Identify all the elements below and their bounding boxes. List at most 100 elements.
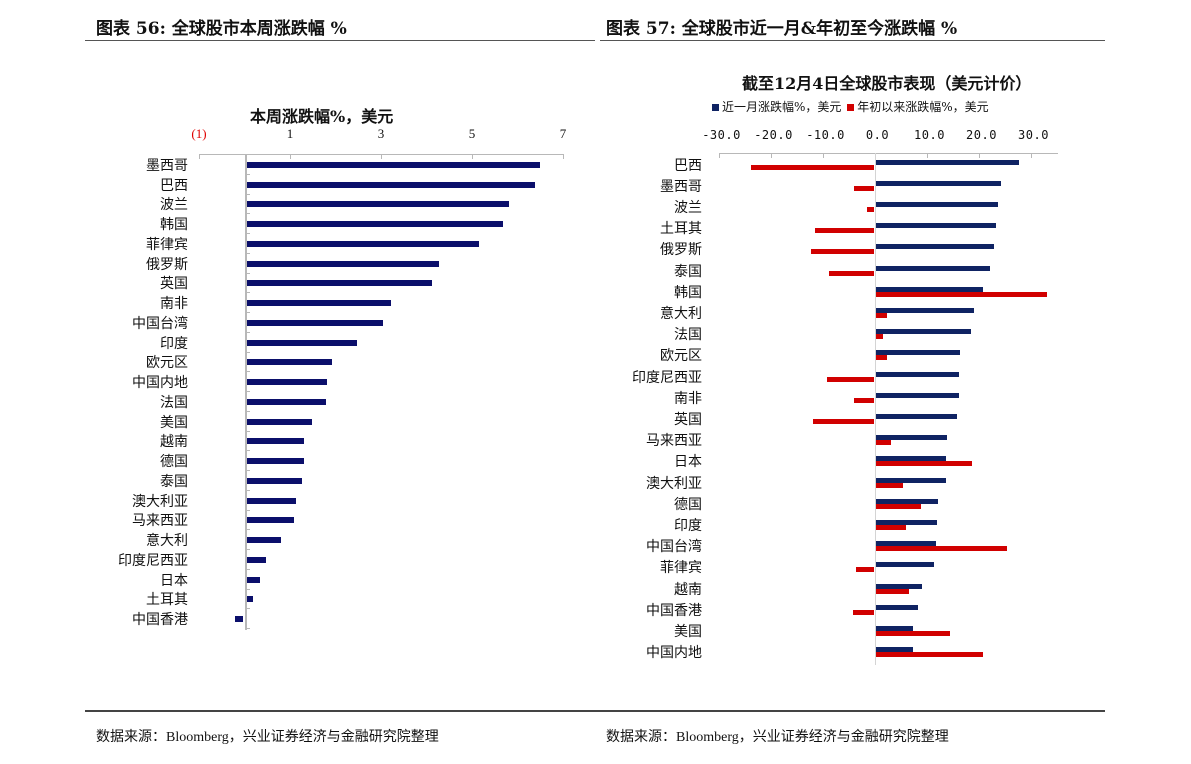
category-label: 意大利 xyxy=(146,533,188,550)
bar-one-month xyxy=(875,520,938,525)
category-label: 澳大利亚 xyxy=(132,493,188,510)
bar-ytd xyxy=(875,355,888,361)
bar-weekly xyxy=(246,240,480,247)
y-tick-mark xyxy=(245,193,250,195)
category-label: 日本 xyxy=(160,572,188,589)
category-label: 菲律宾 xyxy=(146,236,188,253)
bar-ytd xyxy=(875,482,903,488)
category-label: 巴西 xyxy=(674,157,702,174)
bar-ytd xyxy=(811,249,875,255)
right-chart-title: 截至12月4日全球股市表现（美元计价） xyxy=(742,74,1032,93)
category-label: 德国 xyxy=(674,496,702,513)
category-label: 波兰 xyxy=(674,200,702,216)
bar-one-month xyxy=(875,435,948,441)
y-tick-mark xyxy=(245,371,250,373)
legend-item-month: 近一月涨跌幅%，美元 xyxy=(712,100,841,114)
x-tick-label: 20.0 xyxy=(966,128,997,142)
x-tick-label: 5 xyxy=(468,126,476,141)
y-tick-mark xyxy=(245,233,250,234)
x-axis-line xyxy=(199,154,563,155)
y-tick-mark xyxy=(245,351,250,353)
left-chart-title: 本周涨跌幅%，美元 xyxy=(250,107,394,126)
x-tick-mark xyxy=(926,153,928,158)
bar-weekly xyxy=(246,280,432,287)
bar-weekly xyxy=(246,379,327,386)
category-label: 日本 xyxy=(674,454,702,471)
category-label: 越南 xyxy=(160,434,188,451)
bar-one-month xyxy=(875,477,946,483)
bar-one-month xyxy=(875,647,913,653)
bar-one-month xyxy=(875,562,934,568)
bar-weekly xyxy=(246,181,536,188)
bar-ytd xyxy=(875,525,906,530)
bar-one-month xyxy=(875,244,995,250)
category-label: 越南 xyxy=(674,581,702,598)
left-source-note: 数据来源：Bloomberg，兴业证券经济与金融研究院整理 xyxy=(96,730,439,745)
category-label: 美国 xyxy=(674,624,702,640)
category-label: 墨西哥 xyxy=(660,178,702,195)
y-tick-mark xyxy=(245,430,250,432)
bar-ytd xyxy=(875,503,922,509)
y-tick-mark xyxy=(245,410,250,412)
bar-one-month xyxy=(875,286,983,292)
y-tick-mark xyxy=(245,173,250,175)
category-label: 印度 xyxy=(674,518,702,534)
x-tick-label: 10.0 xyxy=(914,128,945,142)
bar-ytd xyxy=(852,609,875,615)
bar-weekly xyxy=(246,477,303,484)
x-tick-mark xyxy=(1030,153,1032,158)
bar-weekly xyxy=(246,556,266,563)
bar-weekly xyxy=(246,221,503,228)
category-label: 欧元区 xyxy=(660,348,702,365)
x-tick-mark xyxy=(978,153,980,158)
bar-one-month xyxy=(875,371,959,377)
x-tick-label: -20.0 xyxy=(754,128,793,142)
category-label: 中国台湾 xyxy=(646,539,702,556)
bar-weekly xyxy=(246,438,305,445)
bar-weekly xyxy=(246,537,281,544)
bar-one-month xyxy=(875,498,939,504)
bar-one-month xyxy=(875,180,1002,186)
bar-one-month xyxy=(875,541,937,547)
bar-weekly xyxy=(246,398,326,405)
bar-ytd xyxy=(875,334,884,340)
y-tick-mark xyxy=(245,568,250,570)
x-tick-mark xyxy=(822,153,824,158)
legend-swatch-red-icon xyxy=(847,104,855,111)
category-label: 印度尼西亚 xyxy=(632,369,702,386)
category-label: 美国 xyxy=(160,414,188,431)
x-tick-label: -30.0 xyxy=(702,128,741,142)
x-tick-label: 7 xyxy=(559,126,567,141)
category-label: 中国内地 xyxy=(132,375,188,392)
bar-one-month xyxy=(875,456,946,462)
x-tick-label: -10.0 xyxy=(806,128,845,142)
bar-one-month xyxy=(875,265,991,271)
category-label: 澳大利亚 xyxy=(646,475,702,492)
bar-ytd xyxy=(853,397,875,403)
y-tick-mark xyxy=(245,509,250,511)
bar-weekly xyxy=(246,161,541,168)
category-label: 俄罗斯 xyxy=(660,242,702,259)
figure-56-title: 图表 56: 全球股市本周涨跌幅 % xyxy=(96,19,347,39)
y-tick-mark xyxy=(245,529,250,531)
zero-axis-line xyxy=(244,154,247,630)
bar-weekly xyxy=(246,300,391,307)
y-tick-mark xyxy=(245,588,250,590)
category-label: 中国香港 xyxy=(646,602,702,619)
category-label: 意大利 xyxy=(660,306,702,322)
y-tick-mark xyxy=(245,252,250,254)
category-label: 土耳其 xyxy=(146,592,188,609)
bar-ytd xyxy=(875,313,888,318)
category-label: 俄罗斯 xyxy=(146,256,188,273)
category-label: 波兰 xyxy=(160,197,188,214)
bar-ytd xyxy=(875,440,891,446)
bar-weekly xyxy=(246,596,253,603)
category-label: 泰国 xyxy=(160,473,188,490)
title-underline-right xyxy=(600,40,1105,41)
category-label: 英国 xyxy=(160,276,188,293)
category-label: 法国 xyxy=(160,394,188,411)
bar-ytd xyxy=(875,546,1007,552)
bar-one-month xyxy=(875,350,961,356)
category-label: 中国内地 xyxy=(646,645,702,662)
category-label: 英国 xyxy=(674,412,702,428)
